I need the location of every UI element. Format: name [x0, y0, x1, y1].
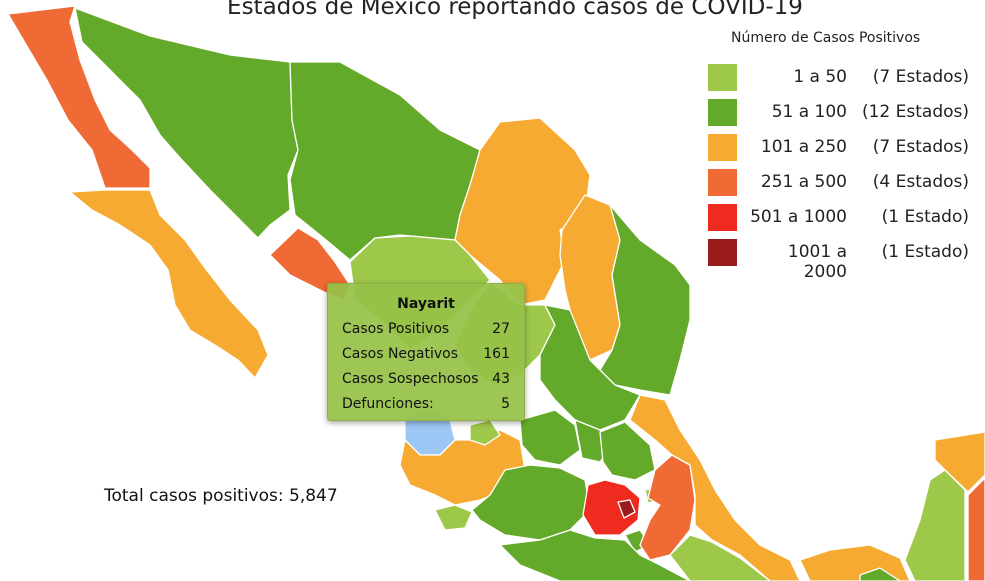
legend-range: 51 a 100	[771, 102, 847, 122]
state-campeche[interactable]	[904, 469, 966, 581]
legend-range: 251 a 500	[760, 172, 847, 192]
legend-swatch	[708, 204, 737, 231]
state-cdmx[interactable]	[617, 499, 636, 519]
state-oaxaca[interactable]	[669, 534, 771, 581]
tooltip-label: Casos Negativos	[342, 346, 459, 362]
state-sonora[interactable]	[74, 7, 299, 239]
legend-count: (12 Estados)	[861, 102, 969, 122]
legend-range: 101 a 250	[760, 137, 847, 157]
legend-range: 1 a 50	[793, 67, 847, 87]
state-baja-california-sur[interactable]	[69, 189, 269, 379]
tooltip-state-name: Nayarit	[397, 296, 455, 312]
tooltip-label: Casos Positivos	[342, 321, 450, 337]
legend-range: 501 a 1000	[750, 207, 847, 227]
tooltip-label: Casos Sospechosos	[342, 371, 479, 387]
total-positive-cases: Total casos positivos: 5,847	[104, 486, 338, 506]
state-veracruz[interactable]	[629, 394, 801, 581]
state-tamaulipas[interactable]	[599, 204, 691, 396]
tooltip-value: 161	[483, 346, 510, 362]
tooltip-row: Defunciones: 5	[342, 396, 510, 416]
state-tabasco[interactable]	[799, 544, 911, 581]
legend-swatch	[708, 64, 737, 91]
state-mexico[interactable]	[582, 479, 641, 536]
legend-count: (1 Estado)	[881, 242, 969, 262]
state-yucatan[interactable]	[934, 431, 985, 493]
tooltip-label: Defunciones:	[342, 396, 434, 412]
state-chihuahua[interactable]	[289, 61, 481, 261]
tooltip-row: Casos Negativos 161	[342, 346, 510, 366]
state-hidalgo[interactable]	[599, 421, 656, 481]
map-title: Estados de México reportando casos de CO…	[227, 0, 803, 20]
legend-swatch	[708, 169, 737, 196]
state-chiapas[interactable]	[859, 567, 901, 581]
tooltip-row: Casos Positivos 27	[342, 321, 510, 341]
state-quintana-roo[interactable]	[967, 477, 985, 581]
legend-swatch	[708, 239, 737, 266]
state-baja-california[interactable]	[7, 5, 151, 189]
tooltip-value: 5	[501, 396, 510, 412]
legend-swatch	[708, 99, 737, 126]
tooltip-value: 27	[492, 321, 510, 337]
legend-title: Número de Casos Positivos	[731, 30, 921, 46]
tooltip-row: Casos Sospechosos 43	[342, 371, 510, 391]
state-colima[interactable]	[434, 504, 473, 531]
legend-count: (7 Estados)	[872, 67, 969, 87]
legend-range: 1001 a 2000	[787, 242, 847, 282]
legend-swatch	[708, 134, 737, 161]
legend-count: (7 Estados)	[872, 137, 969, 157]
state-guanajuato[interactable]	[519, 409, 581, 466]
state-guerrero[interactable]	[499, 529, 691, 581]
state-coahuila[interactable]	[454, 117, 591, 306]
tooltip-value: 43	[492, 371, 510, 387]
state-tooltip: Nayarit Casos Positivos 27 Casos Negativ…	[327, 283, 525, 421]
legend-count: (4 Estados)	[872, 172, 969, 192]
legend-count: (1 Estado)	[881, 207, 969, 227]
